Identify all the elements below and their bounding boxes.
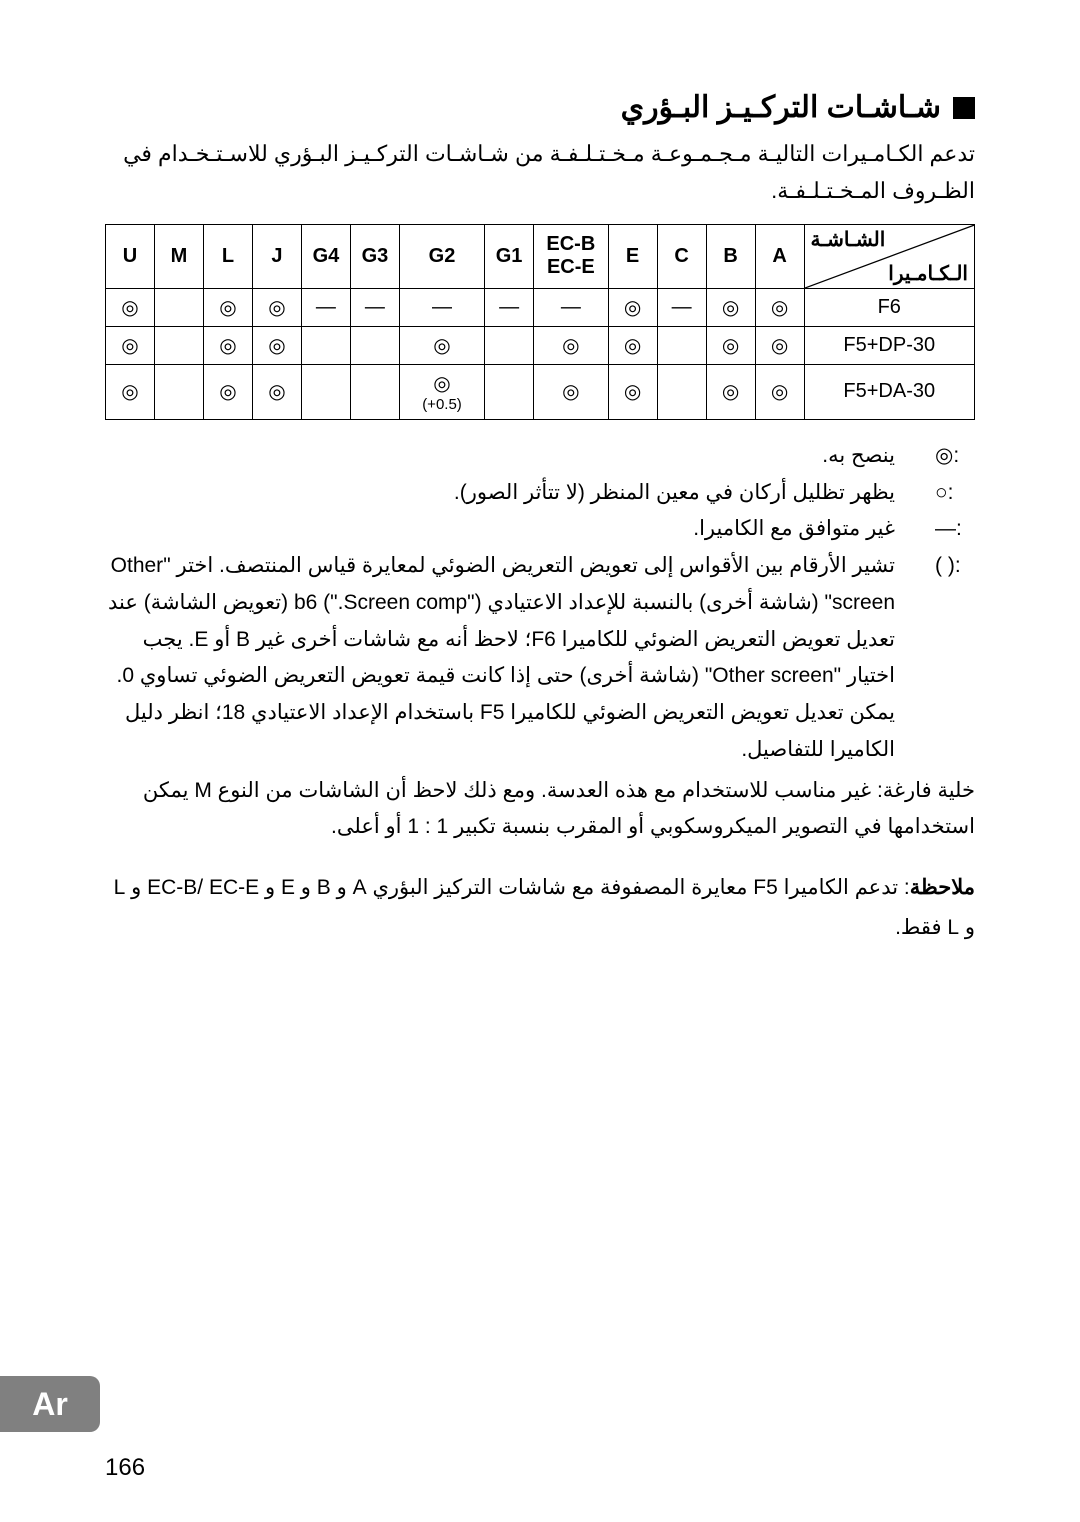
legend-text: يظهر تظليل أركان في معين المنظر (لا تتأث… bbox=[105, 475, 895, 512]
table-header-row: U M L J G4 G3 G2 G1 EC-BEC-E E C B A الش… bbox=[106, 224, 975, 288]
diagonal-header: الشـاشـة الـكـامـيرا bbox=[804, 224, 974, 288]
heading-bullet bbox=[953, 97, 975, 119]
col-M: M bbox=[154, 224, 203, 288]
col-J: J bbox=[252, 224, 301, 288]
page-number: 166 bbox=[105, 1454, 145, 1482]
note-block: ملاحظة: تدعم الكاميرا F5 معايرة المصفوفة… bbox=[105, 868, 975, 948]
legend-item: ◎: ينصح به. bbox=[105, 438, 975, 475]
col-G3: G3 bbox=[350, 224, 399, 288]
col-ECB: EC-BEC-E bbox=[534, 224, 609, 288]
legend-symbol: ○: bbox=[935, 475, 975, 512]
compatibility-table: U M L J G4 G3 G2 G1 EC-BEC-E E C B A الش… bbox=[105, 224, 975, 420]
camera-name: F5+DP-30 bbox=[804, 326, 974, 364]
legend-text: غير متوافق مع الكاميرا. bbox=[105, 511, 895, 548]
diag-bottom-label: الـكـامـيرا bbox=[888, 261, 968, 286]
legend-symbol: ◎: bbox=[935, 438, 975, 475]
note-text: : تدعم الكاميرا F5 معايرة المصفوفة مع شا… bbox=[114, 876, 975, 939]
legend-block: ◎: ينصح به. ○: يظهر تظليل أركان في معين … bbox=[105, 438, 975, 846]
camera-name: F5+DA-30 bbox=[804, 364, 974, 419]
empty-cell-note: خلية فارغة: غير مناسب للاستخدام مع هذه ا… bbox=[105, 773, 975, 847]
diag-top-label: الشـاشـة bbox=[811, 227, 886, 252]
table-row: ◎ ◎ ◎ ― ― ― ― ― ◎ ― ◎ ◎ F6 bbox=[106, 288, 975, 326]
heading-text: شـاشـات التركـيـز البـؤري bbox=[621, 90, 941, 125]
legend-text: تشير الأرقام بين الأقواس إلى تعويض التعر… bbox=[105, 548, 895, 769]
col-A: A bbox=[755, 224, 804, 288]
legend-symbol: ( ): bbox=[935, 548, 975, 769]
col-E: E bbox=[608, 224, 657, 288]
col-G4: G4 bbox=[301, 224, 350, 288]
legend-symbol: ―: bbox=[935, 511, 975, 548]
legend-item: ○: يظهر تظليل أركان في معين المنظر (لا ت… bbox=[105, 475, 975, 512]
col-G2: G2 bbox=[399, 224, 484, 288]
g2-with-sub: ◎(+0.5) bbox=[399, 364, 484, 419]
col-U: U bbox=[106, 224, 155, 288]
note-label: ملاحظة bbox=[910, 876, 975, 899]
col-C: C bbox=[657, 224, 706, 288]
intro-paragraph: تدعم الكـامـيرات التاليـة مـجـمـوعـة مـخ… bbox=[105, 135, 975, 210]
legend-text: ينصح به. bbox=[105, 438, 895, 475]
language-badge: Ar bbox=[0, 1376, 100, 1432]
table-row: ◎ ◎ ◎ ◎ ◎ ◎ ◎ ◎ F5+DP-30 bbox=[106, 326, 975, 364]
section-heading: شـاشـات التركـيـز البـؤري bbox=[105, 90, 975, 125]
table-row: ◎ ◎ ◎ ◎(+0.5) ◎ ◎ ◎ ◎ F5+DA-30 bbox=[106, 364, 975, 419]
col-L: L bbox=[203, 224, 252, 288]
col-G1: G1 bbox=[485, 224, 534, 288]
legend-item: ( ): تشير الأرقام بين الأقواس إلى تعويض … bbox=[105, 548, 975, 769]
camera-name: F6 bbox=[804, 288, 974, 326]
col-B: B bbox=[706, 224, 755, 288]
legend-item: ―: غير متوافق مع الكاميرا. bbox=[105, 511, 975, 548]
